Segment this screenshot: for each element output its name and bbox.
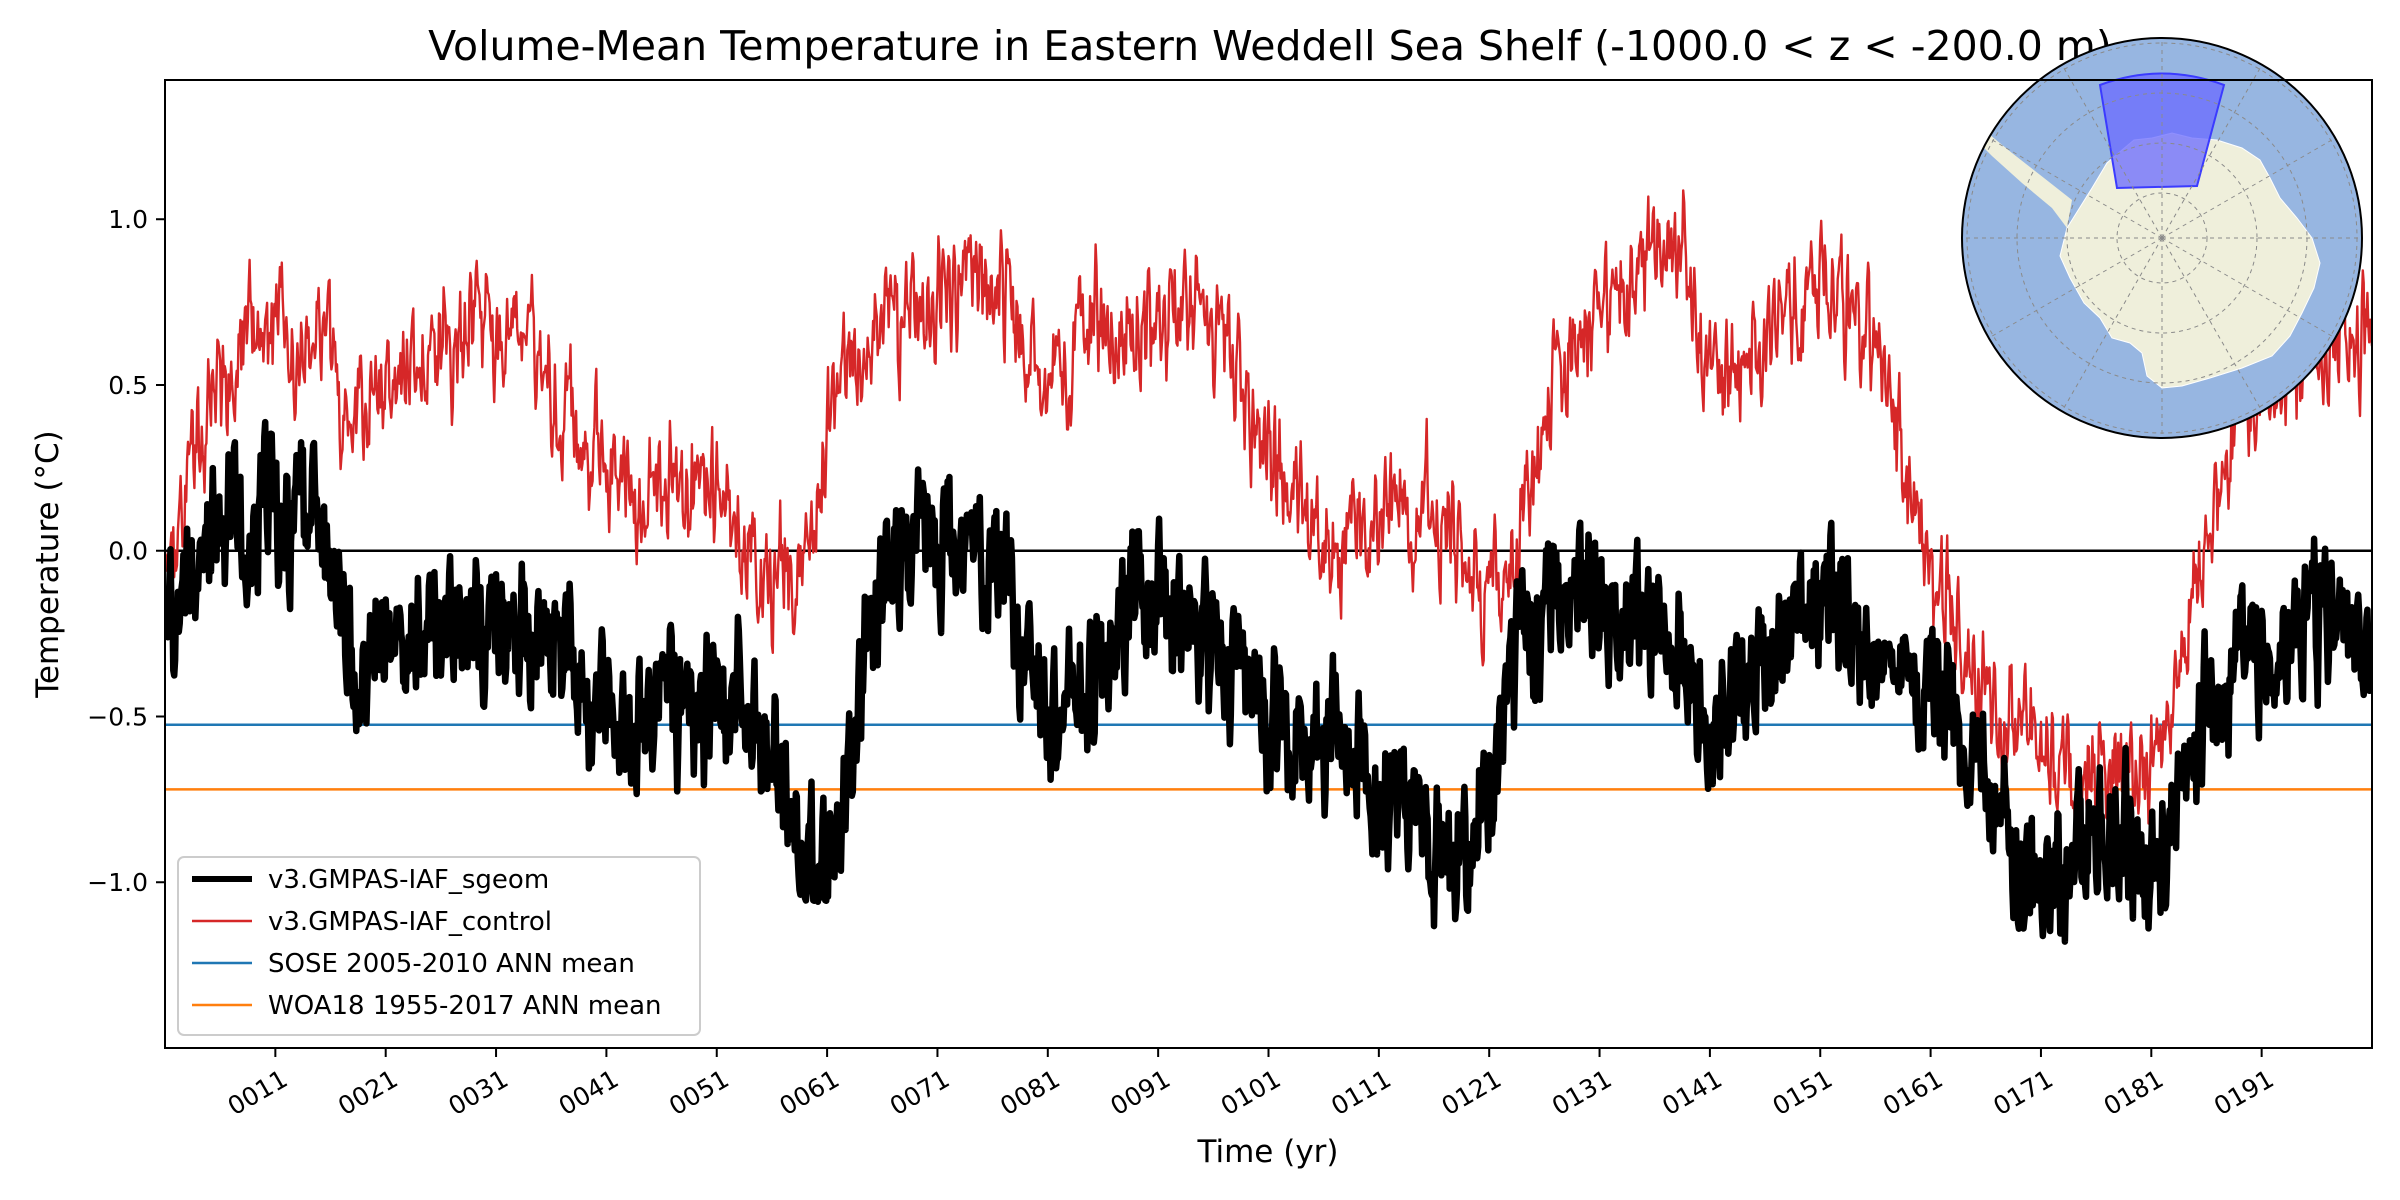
inset-graticule-meridian [1988, 237, 2163, 339]
x-axis-label: Time (yr) [1197, 1134, 1339, 1170]
inset-map [1961, 37, 2363, 439]
inset-graticule-circle [2066, 142, 2258, 334]
inset-antarctic-peninsula [1974, 130, 2072, 228]
series-line-sgeom [165, 418, 2372, 945]
legend-label: SOSE 2005-2010 ANN mean [268, 949, 635, 979]
inset-graticule-meridian [2161, 237, 2263, 412]
inset-border [1961, 37, 2363, 439]
y-tick-label: −1.0 [87, 868, 148, 897]
series-line-control [165, 189, 2372, 826]
legend-label: v3.GMPAS-IAF_sgeom [268, 865, 549, 895]
legend: v3.GMPAS-IAF_sgeom v3.GMPAS-IAF_control SO… [177, 856, 701, 1036]
plot-area: 0011 0021 0031 0041 0051 0061 0071 0081 0091 0101… [87, 37, 2373, 1121]
y-tick-label: 0.0 [108, 537, 148, 566]
y-axis-ticks: −1.0 −0.5 0.0 0.5 1.0 [87, 205, 165, 897]
y-tick-label: 1.0 [108, 205, 148, 234]
data-layer [165, 189, 2372, 945]
legend-box [177, 856, 701, 1036]
legend-label: WOA18 1955-2017 ANN mean [268, 991, 662, 1021]
inset-graticule-meridian [2061, 64, 2163, 239]
inset-graticule-meridian [2161, 137, 2336, 239]
inset-graticule-circle [2116, 192, 2208, 284]
inset-graticule-meridian [2061, 237, 2163, 412]
y-tick-label: 0.5 [108, 371, 148, 400]
y-tick-label: −0.5 [87, 702, 148, 731]
inset-graticule-meridian [1988, 137, 2163, 239]
chart-title: Volume-Mean Temperature in Eastern Wedde… [428, 22, 2112, 70]
inset-graticule-meridian [2161, 237, 2336, 339]
legend-label: v3.GMPAS-IAF_control [268, 907, 552, 937]
y-axis-label: Temperature (°C) [30, 430, 66, 699]
inset-map-content [1962, 38, 2362, 438]
inset-graticule-meridian [2161, 64, 2263, 239]
